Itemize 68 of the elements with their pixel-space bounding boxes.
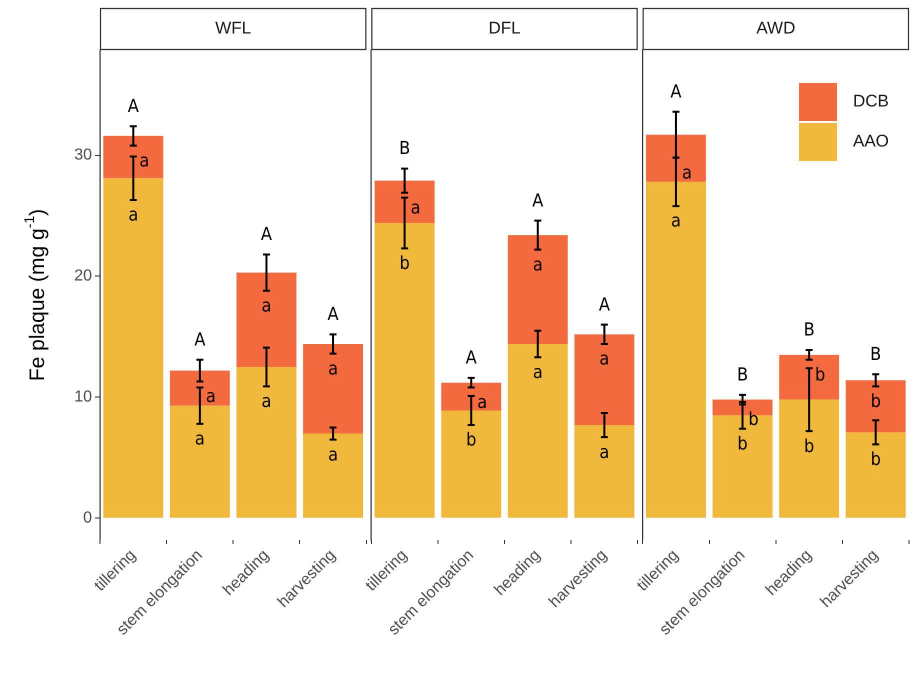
- data-label: b: [748, 409, 759, 430]
- total-label: A: [260, 224, 272, 246]
- data-label: a: [328, 444, 338, 466]
- bar: [103, 178, 164, 518]
- data-label: b: [870, 449, 881, 470]
- bar: [646, 182, 706, 518]
- legend-label: DCB: [853, 92, 889, 111]
- data-label: a: [261, 391, 272, 412]
- data-label: a: [194, 428, 205, 450]
- bar: [236, 366, 296, 518]
- chart-title: DFL: [488, 18, 521, 38]
- bar: [846, 432, 906, 518]
- total-label: B: [870, 344, 882, 365]
- data-label: a: [410, 197, 421, 218]
- data-label: a: [139, 150, 150, 172]
- bar: [779, 400, 840, 518]
- bar: [846, 380, 906, 432]
- data-label: a: [599, 442, 610, 463]
- total-label: B: [804, 320, 815, 341]
- y-tick-label: 10: [74, 388, 92, 406]
- data-label: a: [328, 358, 338, 380]
- total-label: A: [532, 190, 544, 212]
- bar: [646, 134, 706, 182]
- total-label: A: [194, 329, 206, 350]
- y-tick-label: 0: [83, 510, 92, 527]
- bar: [441, 382, 502, 411]
- data-label: b: [466, 430, 476, 451]
- bar: [103, 136, 164, 178]
- bar: [779, 354, 840, 400]
- bar: [170, 370, 230, 406]
- total-label: A: [598, 294, 610, 316]
- data-label: a: [128, 204, 138, 226]
- bar: [574, 425, 634, 518]
- total-label: A: [328, 304, 339, 325]
- bar: [508, 235, 568, 344]
- y-axis-title: Fe plaque (mg g-1): [20, 208, 49, 382]
- total-label: A: [670, 81, 682, 102]
- bar: [374, 223, 435, 518]
- data-label: b: [399, 253, 410, 274]
- bar: [508, 344, 568, 518]
- bar: [441, 410, 502, 518]
- data-label: a: [477, 392, 488, 414]
- chart-title: AWD: [756, 18, 796, 38]
- total-label: B: [736, 364, 748, 386]
- bar: [236, 272, 296, 367]
- data-label: b: [804, 436, 814, 457]
- legend-label: AAO: [853, 132, 889, 151]
- data-label: b: [814, 364, 826, 386]
- y-tick-label: 30: [74, 146, 92, 164]
- data-label: a: [599, 348, 610, 370]
- total-label: A: [466, 348, 477, 369]
- bar: [374, 180, 435, 224]
- y-tick-label: 20: [74, 268, 92, 285]
- bar: [303, 434, 364, 518]
- bar: [574, 334, 634, 426]
- total-label: B: [399, 138, 410, 160]
- data-label: a: [682, 162, 692, 184]
- data-label: a: [670, 210, 681, 232]
- data-label: a: [532, 362, 543, 383]
- chart-title: WFL: [215, 18, 252, 38]
- data-label: b: [870, 391, 881, 412]
- data-label: b: [737, 433, 748, 454]
- data-label: a: [532, 254, 543, 276]
- data-label: a: [206, 386, 216, 408]
- data-label: a: [261, 295, 272, 316]
- total-label: A: [128, 96, 139, 117]
- bar: [170, 406, 230, 518]
- bar: [303, 344, 364, 434]
